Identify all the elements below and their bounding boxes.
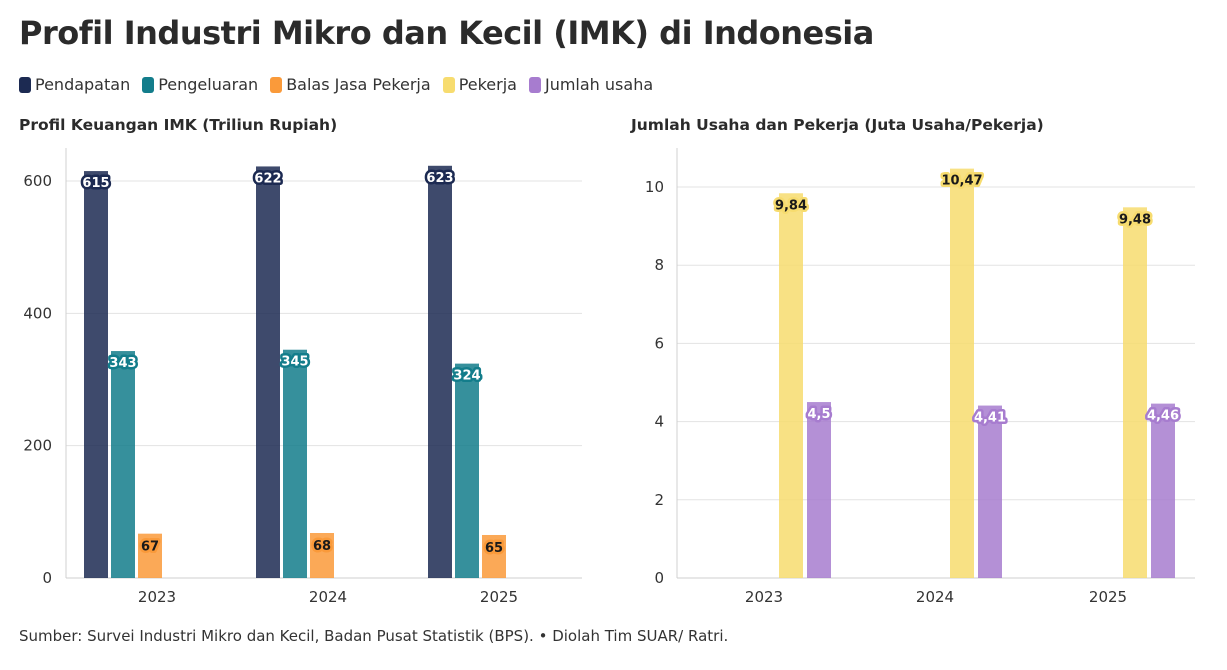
data-label-halo: 622 [254, 171, 281, 186]
data-label: 343 [109, 356, 136, 371]
y-tick-label: 6 [654, 334, 664, 352]
y-tick-label: 0 [42, 569, 52, 587]
legend-swatch [528, 76, 541, 93]
bar-pengeluaran [111, 351, 135, 578]
bar-balas-jasa-pekerja [482, 534, 506, 578]
data-label-halo: 4,5 [807, 407, 830, 422]
legend-label: Balas Jasa Pekerja [286, 75, 431, 94]
legend-label: Pekerja [458, 75, 517, 94]
data-label: 9,84 [775, 198, 807, 213]
x-tick-label: 2025 [480, 588, 518, 606]
x-tick-label: 2024 [916, 588, 954, 606]
data-label: 623 [426, 171, 453, 186]
legend-item-pekerja: Pekerja [442, 75, 517, 94]
bar-pengeluaran [283, 349, 307, 578]
bar-pendapatan [256, 166, 280, 578]
legend-swatch [442, 76, 455, 93]
data-label-halo: 345 [281, 355, 308, 370]
data-label: 68 [313, 539, 331, 554]
legend-swatch [19, 76, 31, 93]
legend-label: Pendapatan [35, 75, 131, 94]
bar-balas-jasa-pekerja [310, 533, 334, 578]
x-tick-label: 2025 [1089, 588, 1127, 606]
legend-swatch [142, 76, 155, 93]
data-label-halo: 623 [426, 171, 453, 186]
legend: Pendapatan Pengeluaran Balas Jasa Pekerj… [19, 75, 653, 94]
source-note: Sumber: Survei Industri Mikro dan Kecil,… [19, 627, 729, 645]
legend-label: Pengeluaran [158, 75, 259, 94]
bar-pekerja [1123, 207, 1147, 578]
data-label: 4,41 [974, 411, 1006, 426]
legend-item-jumlah-usaha: Jumlah usaha [528, 75, 654, 94]
data-label-halo: 65 [485, 541, 503, 556]
bar-balas-jasa-pekerja [138, 533, 162, 578]
data-label-halo: 67 [141, 540, 159, 555]
y-tick-label: 8 [654, 256, 664, 274]
legend-swatch [270, 76, 283, 93]
data-label-halo: 4,41 [974, 411, 1006, 426]
data-label: 9,48 [1119, 212, 1151, 227]
x-tick-label: 2024 [309, 588, 347, 606]
bar-jumlah-usaha [1151, 403, 1175, 578]
bar-pekerja [779, 193, 803, 579]
data-label: 4,46 [1147, 409, 1179, 424]
legend-label: Jumlah usaha [544, 75, 654, 94]
data-label-halo: 9,48 [1119, 212, 1151, 227]
x-tick-label: 2023 [745, 588, 783, 606]
data-label: 10,47 [941, 174, 982, 189]
legend-item-pendapatan: Pendapatan [19, 75, 130, 94]
legend-item-balas-jasa: Balas Jasa Pekerja [270, 75, 431, 94]
data-label-halo: 324 [453, 369, 480, 384]
data-label: 622 [254, 171, 281, 186]
data-label-halo: 4,46 [1147, 409, 1179, 424]
y-tick-label: 400 [23, 304, 52, 322]
left-chart-title: Profil Keuangan IMK (Triliun Rupiah) [19, 116, 338, 134]
data-label-halo: 9,84 [775, 198, 807, 213]
data-label-halo: 68 [313, 539, 331, 554]
y-tick-label: 2 [654, 491, 664, 509]
bar-jumlah-usaha [978, 405, 1002, 578]
data-label: 345 [281, 355, 308, 370]
x-tick-label: 2023 [138, 588, 176, 606]
y-tick-label: 4 [654, 413, 664, 431]
bar-pengeluaran [455, 363, 479, 578]
data-label-halo: 10,47 [941, 174, 982, 189]
y-tick-label: 0 [654, 569, 664, 587]
bar-pendapatan [428, 165, 452, 578]
y-tick-label: 600 [23, 172, 52, 190]
data-label-halo: 343 [109, 356, 136, 371]
legend-item-pengeluaran: Pengeluaran [142, 75, 258, 94]
right-chart-title: Jumlah Usaha dan Pekerja (Juta Usaha/Pek… [631, 116, 1044, 134]
bar-pendapatan [84, 171, 108, 578]
data-label-halo: 615 [82, 176, 109, 191]
data-label: 67 [141, 540, 159, 555]
y-tick-label: 10 [645, 178, 664, 196]
chart-title: Profil Industri Mikro dan Kecil (IMK) di… [19, 14, 874, 52]
bar-jumlah-usaha [807, 402, 831, 578]
data-label: 324 [453, 369, 480, 384]
y-tick-label: 200 [23, 437, 52, 455]
data-label: 615 [82, 176, 109, 191]
data-label: 4,5 [807, 407, 830, 422]
data-label: 65 [485, 541, 503, 556]
bar-pekerja [950, 168, 974, 579]
